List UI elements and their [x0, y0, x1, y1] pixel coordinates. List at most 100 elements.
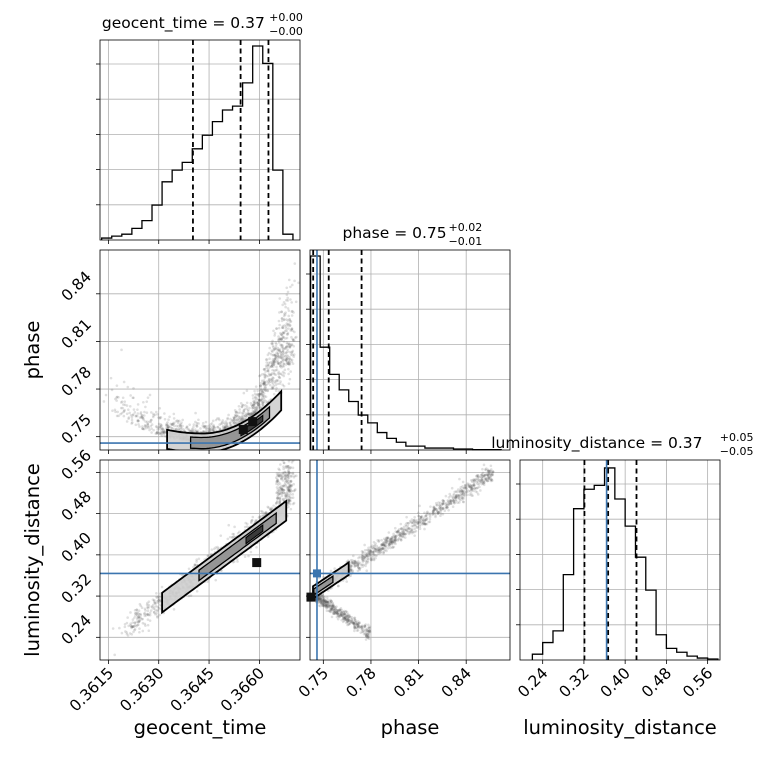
sample-point — [294, 488, 297, 491]
sample-point — [255, 397, 259, 400]
sample-point — [192, 425, 195, 429]
sample-point — [432, 507, 436, 511]
sample-point — [264, 364, 268, 367]
sample-point — [289, 480, 293, 484]
sample-point — [261, 382, 265, 386]
sample-point — [286, 331, 290, 335]
sample-point — [288, 360, 291, 364]
sample-point — [277, 355, 281, 358]
sample-point — [194, 430, 198, 433]
sample-point — [380, 546, 384, 550]
sample-point — [282, 488, 286, 492]
sample-point — [235, 413, 238, 417]
sample-point — [450, 486, 454, 490]
sample-point — [285, 473, 289, 476]
sample-point — [279, 380, 282, 383]
sample-point — [162, 430, 166, 434]
sample-point — [286, 473, 290, 476]
sample-point — [399, 534, 402, 538]
sample-point — [291, 472, 295, 476]
sample-point — [276, 382, 280, 386]
sample-point — [135, 612, 139, 616]
sample-point — [116, 410, 119, 414]
sample-point — [284, 477, 287, 481]
sample-point — [366, 557, 369, 561]
sample-point — [354, 626, 357, 630]
sample-point — [447, 503, 451, 506]
sample-point — [260, 400, 264, 404]
sample-point — [439, 510, 442, 514]
sample-point — [347, 615, 350, 618]
panel-hist-luminosity_distance: luminosity_distance = 0.37 +0.05−0.05 — [491, 431, 753, 664]
sample-point — [290, 460, 294, 464]
sample-point — [333, 567, 336, 570]
sample-point — [156, 596, 159, 599]
sample-point — [172, 428, 176, 431]
sample-point — [169, 425, 172, 429]
sample-point — [486, 473, 490, 476]
sample-point — [287, 471, 291, 475]
sample-point — [260, 403, 264, 406]
sample-point — [421, 518, 425, 522]
y-tick-label: 0.78 — [58, 363, 95, 400]
sample-point — [287, 488, 291, 492]
sample-point — [421, 519, 425, 523]
sample-point — [287, 495, 291, 499]
sample-point — [448, 492, 452, 496]
sample-point — [251, 404, 254, 408]
sample-point — [399, 522, 403, 526]
sample-point — [472, 481, 476, 485]
sample-point — [352, 562, 356, 565]
sample-point — [169, 422, 173, 426]
sample-point — [274, 344, 278, 348]
sample-point — [486, 474, 490, 478]
sample-point — [234, 418, 238, 422]
sample-point — [278, 362, 281, 365]
sample-point — [412, 519, 416, 522]
sample-point — [272, 369, 276, 372]
sample-point — [278, 376, 281, 379]
sample-point — [261, 390, 265, 394]
sample-point — [287, 467, 291, 470]
sample-point — [332, 604, 335, 608]
sample-point — [278, 337, 282, 340]
sample-point — [292, 339, 296, 342]
sample-point — [365, 635, 368, 638]
sample-point — [334, 607, 338, 611]
sample-point — [281, 484, 285, 488]
sample-point — [289, 344, 293, 348]
sample-point — [249, 401, 253, 405]
sample-point — [439, 508, 442, 512]
sample-point — [263, 376, 267, 380]
sample-point — [135, 624, 138, 628]
sample-point — [285, 356, 289, 360]
sample-point — [140, 414, 144, 418]
sample-point — [281, 497, 285, 501]
sample-point — [487, 471, 491, 475]
sample-point — [288, 482, 291, 485]
sample-point — [271, 376, 274, 379]
sample-point — [149, 424, 152, 428]
sample-point — [158, 432, 162, 435]
sample-point — [292, 482, 296, 486]
sample-point — [329, 610, 332, 613]
sample-point — [162, 433, 166, 436]
sample-point — [474, 478, 478, 482]
sample-point — [403, 533, 407, 536]
y-tick-label: 0.48 — [58, 488, 95, 525]
sample-point — [282, 318, 286, 321]
sample-point — [335, 610, 338, 614]
sample-point — [294, 474, 298, 478]
sample-point — [270, 380, 274, 384]
sample-point — [367, 630, 371, 634]
sample-point — [264, 383, 267, 386]
sample-point — [159, 603, 162, 606]
sample-point — [278, 468, 281, 472]
sample-point — [369, 558, 373, 561]
sample-point — [436, 509, 439, 513]
sample-point — [262, 387, 266, 391]
sample-point — [245, 401, 249, 405]
sample-point — [195, 425, 199, 428]
sample-point — [207, 427, 211, 431]
sample-point — [475, 474, 479, 478]
